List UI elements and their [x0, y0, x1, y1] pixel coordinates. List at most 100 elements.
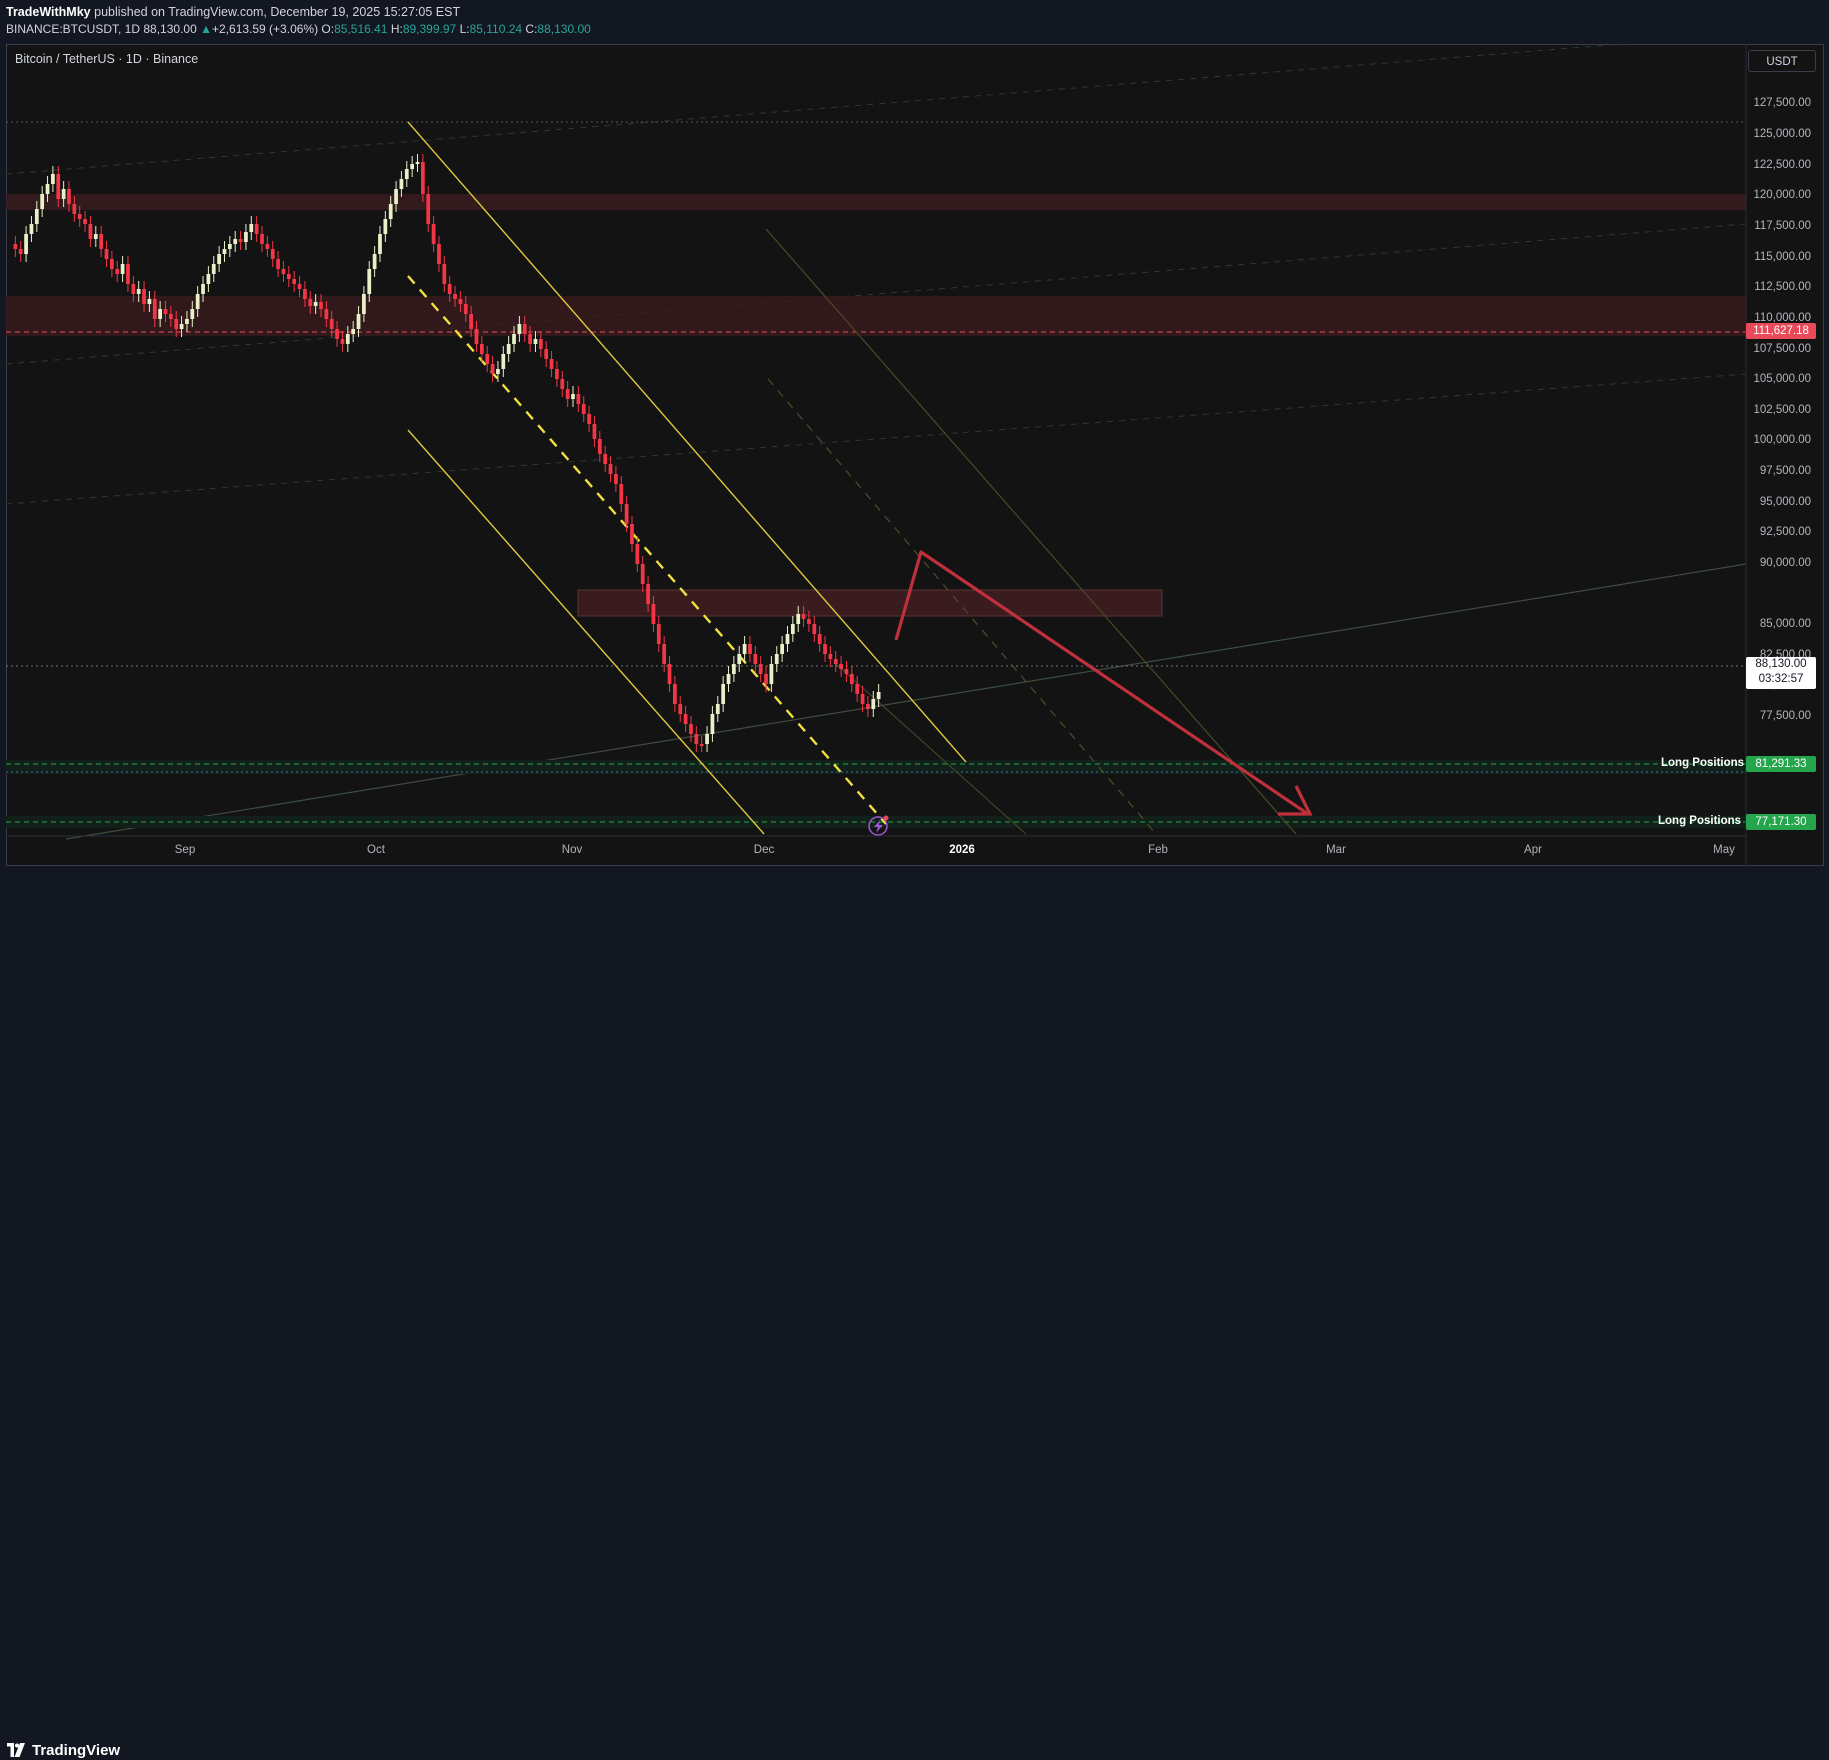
long-zone-2: [6, 816, 1746, 828]
candle-body: [731, 664, 736, 674]
price-tick-label: 97,500.00: [1759, 465, 1811, 477]
candle-body: [404, 169, 409, 179]
author-name[interactable]: TradeWithMky: [6, 5, 91, 19]
candle-body: [721, 684, 726, 704]
projection-line-inner: [835, 663, 1027, 835]
chart-frame[interactable]: [6, 44, 1824, 866]
price-tick-label: 115,000.00: [1754, 251, 1811, 263]
candle-body: [662, 644, 667, 664]
candle-body: [469, 314, 474, 329]
candle-body: [24, 234, 28, 254]
candle-body: [206, 274, 211, 284]
resistance-zone-mid[interactable]: [6, 296, 1746, 336]
resistance-price-tag: 111,627.18: [1746, 323, 1816, 339]
candle-body: [581, 404, 586, 414]
candle-body: [249, 224, 254, 232]
candle-body: [780, 644, 784, 654]
long-positions-label-1: Long Positions: [1661, 757, 1745, 769]
resistance-zone-upper[interactable]: [6, 194, 1746, 210]
event-dot-icon: [883, 815, 889, 821]
candle-body: [496, 369, 500, 374]
currency-button[interactable]: USDT: [1748, 50, 1816, 72]
candle-body: [45, 184, 50, 194]
candle-body: [345, 334, 350, 344]
price-tick-label: 117,500.00: [1754, 220, 1811, 232]
candle-body: [437, 244, 441, 264]
candle-body: [694, 734, 699, 744]
candle-body: [876, 692, 881, 699]
channel-lower-line[interactable]: [407, 429, 765, 835]
candle-body: [479, 344, 484, 354]
time-tick-label: Mar: [1326, 844, 1346, 856]
long-price-tag-2: 77,171.30: [1746, 814, 1816, 830]
price-tick-label: 105,000.00: [1753, 373, 1811, 385]
candle-body: [828, 654, 833, 659]
price-tick-label: 120,000.00: [1753, 189, 1811, 201]
candle-body: [104, 249, 109, 259]
close-label: C:: [525, 22, 538, 36]
high-label: H:: [390, 22, 403, 36]
price-tick-label: 90,000.00: [1759, 557, 1811, 569]
publication-header: TradeWithMky published on TradingView.co…: [0, 0, 1829, 44]
channel-mid-line[interactable]: [407, 275, 887, 825]
candle-body: [474, 329, 479, 344]
candle-body: [308, 299, 313, 306]
change-value: +2,613.59 (+3.06%): [212, 22, 319, 36]
trendline[interactable]: [65, 563, 1747, 840]
candle-body: [635, 544, 640, 564]
candle-body: [163, 309, 168, 314]
price-tick-label: 95,000.00: [1759, 496, 1811, 508]
candle-body: [93, 234, 98, 239]
candle-body: [126, 264, 130, 284]
candle-body: [807, 619, 811, 624]
candle-body: [855, 684, 860, 694]
forecast-arrow[interactable]: [894, 550, 1313, 816]
candle-body: [56, 174, 61, 199]
candle-body: [340, 339, 345, 344]
price-chart[interactable]: [6, 44, 1824, 866]
candle-body: [801, 614, 806, 619]
candle-body: [158, 309, 163, 319]
candle-body: [522, 324, 527, 334]
candle-body: [195, 294, 200, 309]
candle-body: [603, 454, 608, 464]
projection-line-mid: [767, 378, 1157, 835]
candle-body: [705, 734, 709, 744]
candle-body: [297, 284, 302, 289]
candle-body: [356, 314, 361, 329]
candle-body: [447, 284, 452, 294]
candle-body: [18, 249, 23, 254]
time-tick-label: Feb: [1148, 844, 1168, 856]
resistance-zone-lower[interactable]: [577, 589, 1163, 617]
candle-body: [254, 224, 259, 234]
candle-body: [823, 644, 827, 654]
lightning-marker-icon[interactable]: [868, 816, 888, 836]
tradingview-logo-icon: [7, 1743, 25, 1757]
candle-body: [538, 339, 543, 349]
candle-body: [34, 209, 39, 224]
price-tick-label: 100,000.00: [1753, 434, 1811, 446]
candle-body: [29, 224, 34, 234]
candle-body: [276, 259, 280, 269]
lightning-glyph-icon: [874, 820, 883, 833]
tradingview-logo[interactable]: TradingView: [6, 1740, 120, 1760]
chart-legend[interactable]: Bitcoin / TetherUS · 1D · Binance: [15, 52, 199, 66]
time-tick-label: Nov: [561, 844, 583, 856]
candle-body: [453, 294, 457, 299]
candle-body: [544, 349, 549, 359]
candle-body: [367, 269, 372, 294]
candle-body: [179, 324, 184, 329]
candle-body: [849, 674, 854, 684]
candle-body: [72, 204, 77, 214]
candle-body: [168, 314, 173, 319]
candle-body: [40, 194, 45, 209]
channel-upper-line[interactable]: [407, 121, 967, 763]
candle-body: [378, 234, 382, 254]
candle-body: [619, 484, 624, 504]
candle-body: [227, 244, 232, 249]
candle-body: [640, 564, 645, 584]
candle-body: [120, 264, 125, 274]
candle-body: [565, 389, 570, 399]
candle-body: [753, 654, 758, 664]
candle-body: [560, 379, 565, 389]
